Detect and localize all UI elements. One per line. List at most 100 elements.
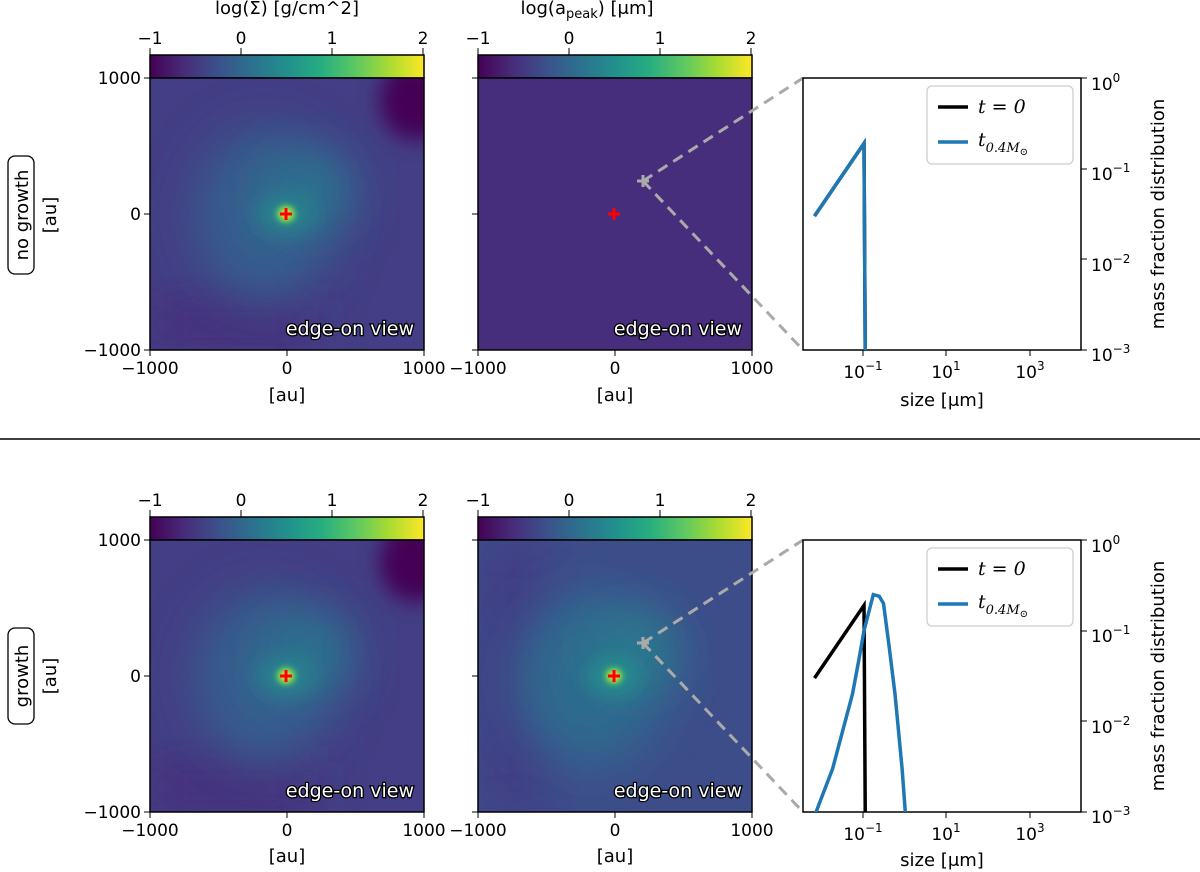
- x-tick-label: 1000: [402, 359, 445, 379]
- x-tick-label: 0: [282, 821, 293, 841]
- row-label-box: [7, 155, 35, 275]
- row-label-box: [7, 627, 35, 725]
- y-axis-label: mass fraction distribution: [1148, 561, 1169, 791]
- x-tick-label: 1000: [730, 359, 773, 379]
- view-label: edge-on view: [286, 318, 414, 340]
- dist-x-ticks: 10−1 101 103: [843, 350, 1045, 383]
- x-tick-label: −1000: [449, 821, 507, 841]
- y-axis-ticks: 1000 0 −1000: [83, 531, 150, 823]
- colorbar-title-apeak: log(apeak) [μm]: [520, 0, 653, 22]
- legend: t = 0 t0.4M⊙: [926, 547, 1074, 627]
- view-label: edge-on view: [614, 318, 742, 340]
- y-tick-label: 10−1: [1091, 161, 1130, 185]
- series-line-t1: [813, 137, 867, 350]
- sigma-panel-growth: −1 0 1 2 edge-on view 1000 0 −1000: [83, 491, 445, 867]
- apeak-panel-no-growth: log(apeak) [μm] −1 0 1 2 edge-on view −1…: [449, 0, 773, 406]
- legend-label-t0: t = 0: [978, 558, 1026, 580]
- colorbar-ticks: −1 0 1 2: [137, 29, 428, 55]
- colorbar-tick-label: 1: [655, 29, 666, 49]
- cross-marker: [608, 208, 620, 220]
- x-axis-label: size [μm]: [900, 850, 984, 871]
- colorbar-tick-label: 1: [327, 29, 338, 49]
- colorbar-tick-label: −1: [137, 29, 162, 49]
- colorbar-ticks: −1 0 1 2: [137, 491, 428, 517]
- colorbar-apeak: [477, 54, 753, 79]
- dist-panel-growth: 10−1 101 103 size [μm] 100 10−1 10−2 10−…: [802, 533, 1169, 871]
- row-label-no-growth: no growth [au]: [7, 155, 61, 275]
- sigma-panel-no-growth: log(Σ) [g/cm^2] −1 0 1 2 edge-on view: [83, 0, 446, 406]
- y-tick-label: 1000: [98, 531, 141, 551]
- y-tick-label: 0: [130, 205, 141, 225]
- x-tick-label: −1000: [121, 821, 179, 841]
- colorbar-title-sigma: log(Σ) [g/cm^2]: [215, 0, 359, 19]
- x-tick-label: 0: [282, 359, 293, 379]
- colorbar-apeak: [477, 516, 753, 541]
- dist-y-ticks: 100 10−1 10−2 10−3: [1081, 71, 1130, 366]
- y-tick-label: 10−2: [1091, 252, 1130, 276]
- zoom-line-top: [642, 76, 804, 183]
- y-tick-label: 1000: [98, 69, 141, 89]
- colorbar-tick-label: 0: [564, 491, 575, 511]
- x-tick-label: 103: [1015, 359, 1044, 383]
- y-tick-label: 0: [130, 667, 141, 687]
- colorbar-tick-label: −1: [137, 491, 162, 511]
- y-tick-label: −1000: [83, 341, 141, 361]
- colorbar-tick-label: 0: [236, 491, 247, 511]
- legend-label-t0: t = 0: [978, 96, 1026, 118]
- dist-x-ticks: 10−1 101 103: [843, 812, 1045, 845]
- view-label: edge-on view: [614, 780, 742, 802]
- cross-marker: [280, 670, 292, 682]
- legend-label-t1: t0.4M⊙: [978, 129, 1028, 158]
- colorbar-tick-label: 1: [327, 491, 338, 511]
- x-tick-label: 10−1: [843, 359, 882, 383]
- colorbar-tick-label: −1: [465, 491, 490, 511]
- colorbar-sigma: [149, 516, 425, 541]
- y-tick-label: 10−1: [1091, 623, 1130, 647]
- y-tick-label: 10−3: [1091, 804, 1130, 828]
- x-tick-label: 0: [610, 359, 621, 379]
- x-tick-label: −1000: [121, 359, 179, 379]
- colorbar-tick-label: 2: [746, 29, 757, 49]
- x-axis-label: [au]: [269, 846, 305, 867]
- row-label-text: growth: [12, 645, 33, 708]
- dist-panel-no-growth: 10−1 101 103 size [μm] 100 10−1 10−2 10−…: [802, 71, 1169, 411]
- colorbar-ticks: −1 0 1 2: [465, 491, 756, 517]
- x-axis-label: [au]: [597, 846, 633, 867]
- x-tick-label: 101: [931, 821, 960, 845]
- legend: t = 0 t0.4M⊙: [926, 85, 1074, 165]
- zoom-line-bottom: [641, 641, 805, 814]
- y-axis-label: [au]: [40, 658, 61, 694]
- x-axis-ticks: −1000 0 1000: [449, 812, 774, 841]
- legend-label-t1: t0.4M⊙: [978, 591, 1028, 620]
- x-tick-label: 1000: [402, 821, 445, 841]
- cross-marker: [280, 208, 292, 220]
- apeak-panel-growth: −1 0 1 2 edge-on view −1000: [449, 491, 773, 867]
- colorbar-tick-label: 2: [746, 491, 757, 511]
- x-tick-label: −1000: [449, 359, 507, 379]
- colorbar-tick-label: 0: [564, 29, 575, 49]
- y-tick-label: 10−3: [1091, 342, 1130, 366]
- dist-y-ticks: 100 10−1 10−2 10−3: [1081, 533, 1130, 828]
- y-tick-label: −1000: [83, 803, 141, 823]
- sigma-map: [150, 540, 424, 812]
- y-axis-label: [au]: [40, 197, 61, 233]
- colorbar-sigma: [149, 54, 425, 79]
- series-line-t0: [813, 599, 867, 812]
- colorbar-tick-label: 0: [236, 29, 247, 49]
- row-label-growth: growth [au]: [7, 627, 61, 725]
- x-axis-label: [au]: [269, 385, 305, 406]
- view-label: edge-on view: [286, 780, 414, 802]
- y-tick-label: 10−2: [1091, 714, 1130, 738]
- colorbar-tick-label: 2: [418, 491, 429, 511]
- series-line-t1: [814, 592, 908, 812]
- cross-marker: [608, 670, 620, 682]
- x-axis-ticks: −1000 0 1000: [121, 350, 446, 379]
- x-tick-label: 101: [931, 359, 960, 383]
- x-axis-label: size [μm]: [900, 390, 984, 411]
- y-tick-label: 100: [1091, 533, 1120, 557]
- row-label-text: no growth: [12, 170, 33, 261]
- y-axis-label: mass fraction distribution: [1148, 99, 1169, 329]
- y-axis-ticks: 1000 0 −1000: [83, 69, 150, 361]
- sigma-map: [150, 78, 424, 350]
